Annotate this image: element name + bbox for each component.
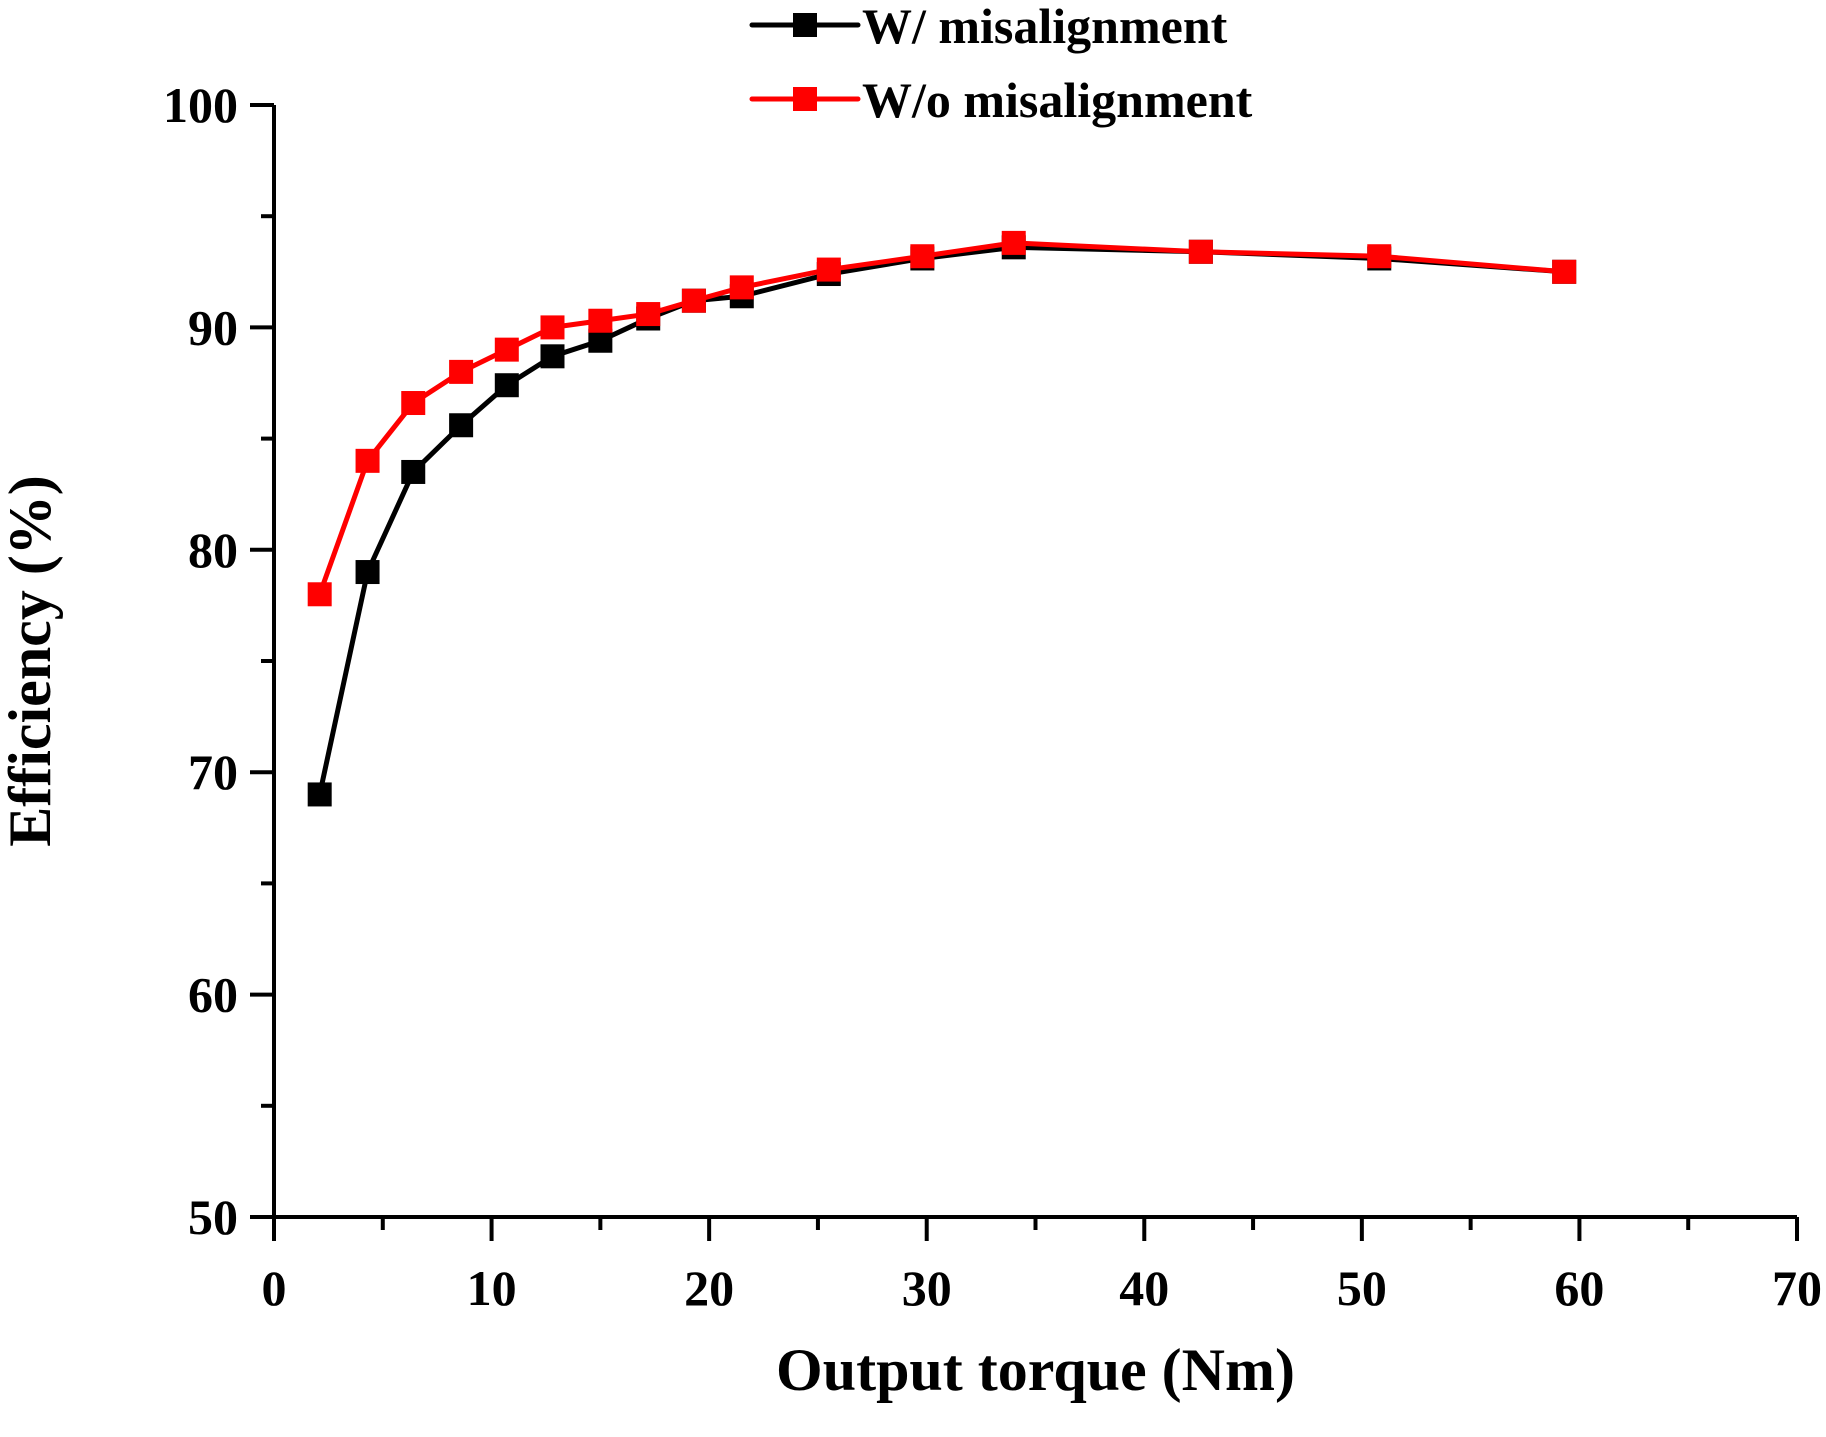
data-point-marker [307,582,332,607]
y-tick-label: 70 [188,744,238,800]
series-with-misalignment [307,235,1577,807]
x-tick-label: 70 [1772,1260,1822,1316]
data-point-marker [540,315,565,340]
data-point-marker [681,288,706,313]
data-point-marker [449,413,474,438]
data-point-marker [355,448,380,473]
legend-item: W/ misalignment [749,0,1228,54]
x-tick-label: 60 [1554,1260,1604,1316]
data-point-marker [540,344,565,369]
legend: W/ misalignment W/o misalignment [749,0,1253,128]
legend-label: W/ misalignment [862,0,1228,54]
data-point-marker [636,302,661,327]
series-line [317,244,1565,795]
series-without-misalignment [307,230,1577,607]
data-point-marker [1001,230,1026,255]
series-layer [307,230,1577,807]
data-point-marker [401,459,426,484]
data-point-marker [1188,239,1213,264]
axes: 0 10 20 30 40 50 60 70 50 60 70 80 90 100 [163,77,1822,1316]
data-point-marker [910,244,935,269]
x-tick-label: 40 [1119,1260,1169,1316]
x-tick-label: 30 [902,1260,952,1316]
legend-marker [793,87,817,111]
x-tick-label: 10 [467,1260,517,1316]
data-point-marker [494,337,519,362]
y-axis-title: Efficiency (%) [0,475,63,847]
x-axis-title: Output torque (Nm) [776,1337,1295,1403]
legend-marker [793,13,817,37]
data-point-marker [449,359,474,384]
legend-label: W/o misalignment [862,72,1253,128]
y-tick-label: 100 [163,77,238,133]
data-point-marker [1367,244,1392,269]
series-line [317,240,1565,596]
legend-item: W/o misalignment [749,72,1253,128]
data-point-marker [588,308,613,333]
data-point-marker [729,275,754,300]
data-point-marker [401,391,426,416]
data-point-marker [588,328,613,353]
x-tick-label: 20 [684,1260,734,1316]
data-point-marker [494,373,519,398]
x-tick-label: 50 [1337,1260,1387,1316]
data-point-marker [1552,259,1577,284]
y-tick-label: 80 [188,522,238,578]
y-tick-label: 90 [188,299,238,355]
data-point-marker [355,560,380,585]
x-tick-label: 0 [262,1260,287,1316]
data-point-marker [307,782,332,807]
y-tick-label: 50 [188,1189,238,1245]
y-tick-label: 60 [188,967,238,1023]
data-point-marker [816,257,841,282]
